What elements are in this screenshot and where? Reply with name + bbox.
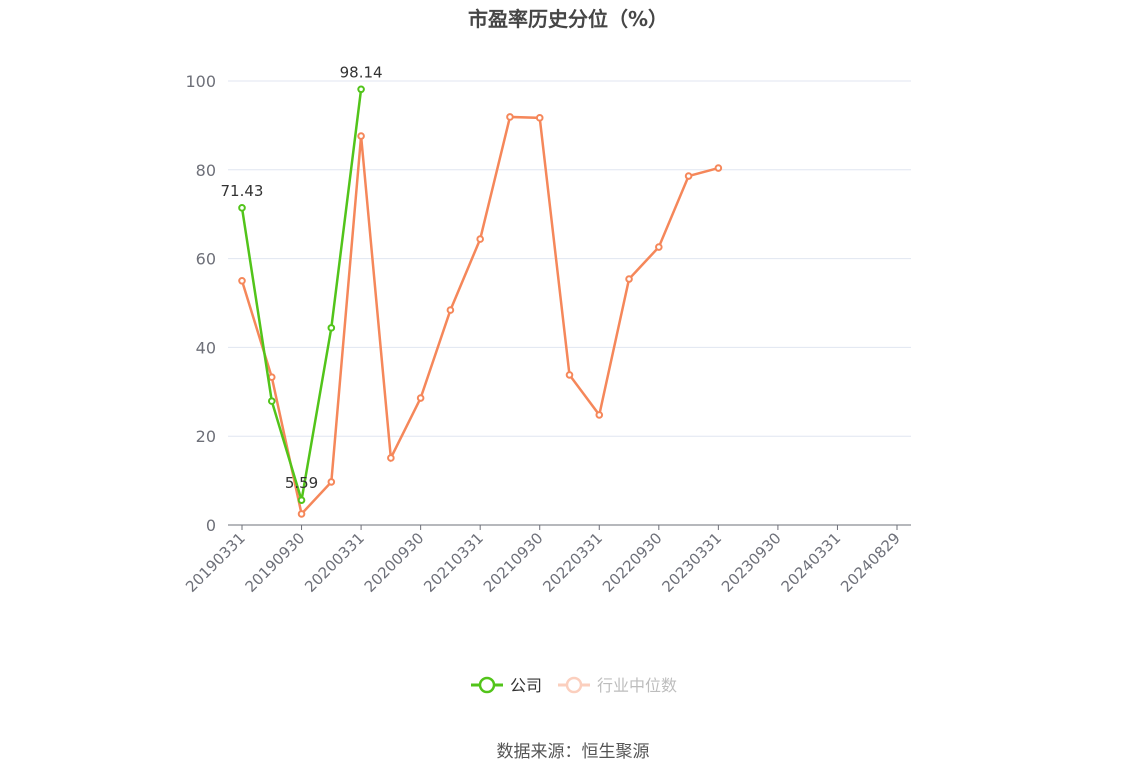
data-point[interactable] [387, 454, 395, 462]
y-tick-label: 40 [196, 338, 216, 357]
x-tick-label: 20200930 [361, 529, 428, 596]
y-tick-label: 0 [206, 516, 216, 535]
series-line [240, 89, 363, 501]
data-point[interactable] [565, 371, 574, 379]
data-label: 5.59 [285, 474, 318, 492]
data-point[interactable] [357, 132, 365, 140]
x-tick-label: 20230331 [658, 529, 725, 596]
x-tick-label: 20210930 [480, 529, 547, 596]
data-point[interactable] [655, 243, 663, 251]
legend-item[interactable]: 行业中位数 [558, 676, 677, 695]
data-point[interactable] [416, 394, 425, 402]
y-tick-label: 20 [196, 427, 216, 446]
x-tick-label: 20240829 [837, 529, 904, 596]
data-point[interactable] [238, 277, 246, 285]
data-point[interactable] [267, 373, 276, 381]
y-tick-label: 80 [196, 161, 216, 180]
x-tick-label: 20240331 [778, 529, 845, 596]
legend-item[interactable]: 公司 [471, 676, 542, 695]
data-point[interactable] [357, 85, 365, 94]
chart-title: 市盈率历史分位（%） [468, 7, 668, 31]
data-point[interactable] [267, 397, 276, 405]
data-point[interactable] [625, 275, 633, 283]
data-label: 71.43 [221, 182, 264, 200]
data-point[interactable] [714, 164, 723, 172]
x-tick-label: 20230930 [718, 529, 785, 596]
x-tick-label: 20190331 [182, 529, 249, 596]
svg-text:公司: 公司 [510, 676, 542, 695]
data-point[interactable] [595, 411, 604, 419]
data-point[interactable] [327, 324, 336, 332]
y-tick-label: 60 [196, 250, 216, 269]
y-tick-label: 100 [185, 72, 216, 91]
data-point[interactable] [535, 114, 544, 122]
x-tick-label: 20210331 [420, 529, 487, 596]
x-tick-label: 20190930 [242, 529, 309, 596]
data-point[interactable] [476, 235, 484, 243]
data-point[interactable] [446, 306, 455, 314]
series-line [240, 115, 719, 517]
x-tick-label: 20220331 [539, 529, 606, 596]
data-label: 98.14 [340, 63, 383, 81]
data-point[interactable] [238, 204, 246, 212]
x-tick-label: 20220930 [599, 529, 666, 596]
source-note: 数据来源：恒生聚源 [497, 742, 650, 762]
svg-text:行业中位数: 行业中位数 [597, 676, 677, 695]
data-point[interactable] [684, 172, 693, 180]
data-point[interactable] [327, 478, 336, 486]
x-tick-label: 20200331 [301, 529, 368, 596]
data-point[interactable] [506, 113, 514, 121]
data-point[interactable] [297, 496, 306, 504]
data-point[interactable] [297, 510, 306, 518]
